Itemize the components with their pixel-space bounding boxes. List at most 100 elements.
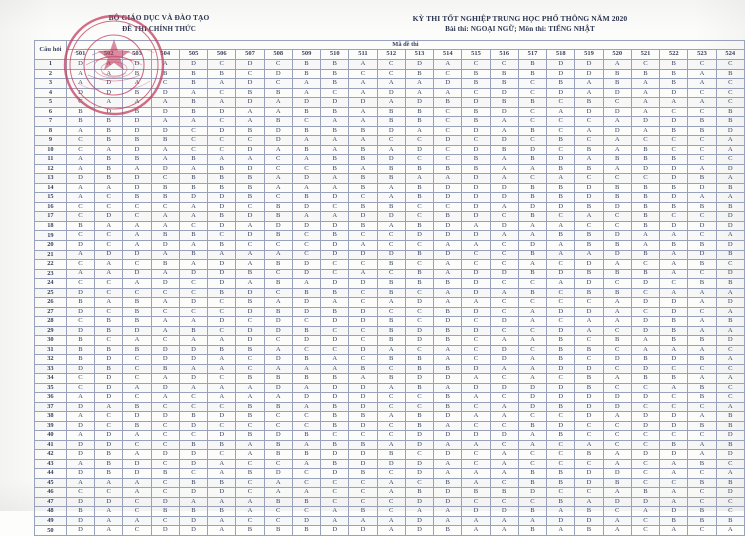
answer-cell: C <box>207 87 237 99</box>
answer-cell: D <box>715 163 745 175</box>
answer-cell: C <box>687 59 717 70</box>
answer-cell: C <box>150 401 180 413</box>
answer-cell: A <box>150 97 180 108</box>
answer-cell: D <box>122 268 152 280</box>
answer-cell: B <box>94 163 124 175</box>
answer-cell: B <box>630 144 661 156</box>
answer-cell: C <box>122 211 152 222</box>
answer-cell: C <box>602 173 632 184</box>
question-number: 33 <box>34 363 67 375</box>
answer-cell: D <box>574 411 604 422</box>
answer-cell: C <box>122 439 152 451</box>
answer-cell: A <box>376 515 406 527</box>
answer-cell: A <box>659 344 689 356</box>
answer-cell: B <box>235 268 265 280</box>
issuer-exam-type: ĐỀ THI CHÍNH THỨC <box>122 24 196 33</box>
answer-cell: C <box>376 468 406 479</box>
answer-cell: C <box>687 154 717 165</box>
answer-cell: D <box>630 116 661 127</box>
exam-code-header: 507 <box>235 48 265 61</box>
answer-cell: C <box>207 59 237 70</box>
answer-cell: D <box>65 363 96 375</box>
answer-cell: C <box>150 173 180 184</box>
answer-cell: C <box>715 496 745 508</box>
answer-cell: C <box>263 240 293 251</box>
answer-cell: C <box>489 240 519 251</box>
answer-cell: A <box>235 392 265 403</box>
answer-cell: B <box>404 192 435 203</box>
answer-cell: D <box>687 182 717 194</box>
answer-cell: C <box>320 487 350 498</box>
answer-cell: C <box>546 373 576 384</box>
answer-cell: C <box>348 230 378 241</box>
answer-cell: D <box>348 525 378 536</box>
answer-cell: B <box>320 401 350 413</box>
answer-cell: A <box>461 515 491 527</box>
answer-cell: C <box>150 287 180 299</box>
answer-cell: B <box>178 97 209 108</box>
answer-cell: A <box>687 97 717 108</box>
answer-cell: B <box>659 78 689 89</box>
answer-cell: D <box>320 278 350 289</box>
table-row: 47 D D C D A A A B B C C C D D C C C B A D D A C C <box>34 496 745 508</box>
answer-cell: B <box>235 344 265 356</box>
answer-cell: B <box>178 173 209 184</box>
answer-cell: D <box>235 287 265 299</box>
answer-cell: D <box>207 201 237 213</box>
answer-cell: C <box>461 354 491 365</box>
answer-cell: C <box>517 458 548 470</box>
answer-cell: A <box>348 59 378 70</box>
answer-cell: A <box>207 392 237 403</box>
question-number: 4 <box>34 87 67 99</box>
answer-cell: B <box>291 106 322 118</box>
answer-cell: B <box>207 439 237 451</box>
answer-cell: A <box>546 249 576 260</box>
answer-cell: A <box>489 125 519 137</box>
answer-cell: A <box>489 335 519 346</box>
answer-cell: C <box>659 401 689 413</box>
table-row: 49 D A A C D A C C D A A A D A A A A D D A C B B B <box>34 515 745 527</box>
answer-cell: D <box>263 220 293 232</box>
question-number: 12 <box>34 163 67 175</box>
answer-cell: C <box>178 125 209 137</box>
answer-cell: D <box>348 401 378 413</box>
answer-cell: B <box>461 106 491 118</box>
answer-cell: C <box>65 382 96 394</box>
answer-cell: C <box>376 392 406 403</box>
answer-cell: B <box>433 392 463 403</box>
answer-cell: C <box>659 278 689 289</box>
answer-cell: D <box>461 201 491 213</box>
answer-cell: A <box>687 192 717 203</box>
answer-cell: D <box>150 449 180 460</box>
answer-cell: A <box>150 220 180 232</box>
answer-cell: C <box>94 411 124 422</box>
answer-cell: C <box>546 439 576 451</box>
answer-cell: B <box>65 116 96 127</box>
answer-cell: A <box>122 78 152 89</box>
table-row: 28 C B B A A D C D C D D B C D C D A C A A D B A B <box>34 316 745 327</box>
answer-cell: C <box>489 392 519 403</box>
issuer-ministry: BỘ GIÁO DỤC VÀ ĐÀO TẠO <box>108 13 210 22</box>
answer-cell: D <box>433 449 463 460</box>
answer-cell: B <box>263 211 293 222</box>
question-number: 44 <box>34 468 67 479</box>
answer-cell: C <box>235 420 265 432</box>
answer-cell: B <box>122 297 152 308</box>
question-number: 18 <box>34 220 67 232</box>
answer-cell: B <box>489 78 519 89</box>
answer-cell: B <box>602 477 632 489</box>
answer-cell: C <box>602 211 632 222</box>
answer-key-table-wrap: Câu hỏi Mã đề thi 501 502 503 504 505 506 507 5… <box>34 39 745 536</box>
answer-cell: B <box>291 525 322 536</box>
answer-cell: B <box>433 335 463 346</box>
answer-cell: C <box>376 268 406 280</box>
answer-cell: B <box>461 116 491 127</box>
answer-cell: A <box>122 449 152 460</box>
answer-cell: C <box>687 306 717 318</box>
answer-cell: D <box>235 59 265 70</box>
answer-cell: B <box>687 125 717 137</box>
question-number: 26 <box>34 297 67 308</box>
question-number: 28 <box>34 316 67 327</box>
table-row: 26 B A B A D C B A D A C A D A A C C C C A D D A D <box>34 297 745 308</box>
answer-cell: A <box>433 354 463 365</box>
